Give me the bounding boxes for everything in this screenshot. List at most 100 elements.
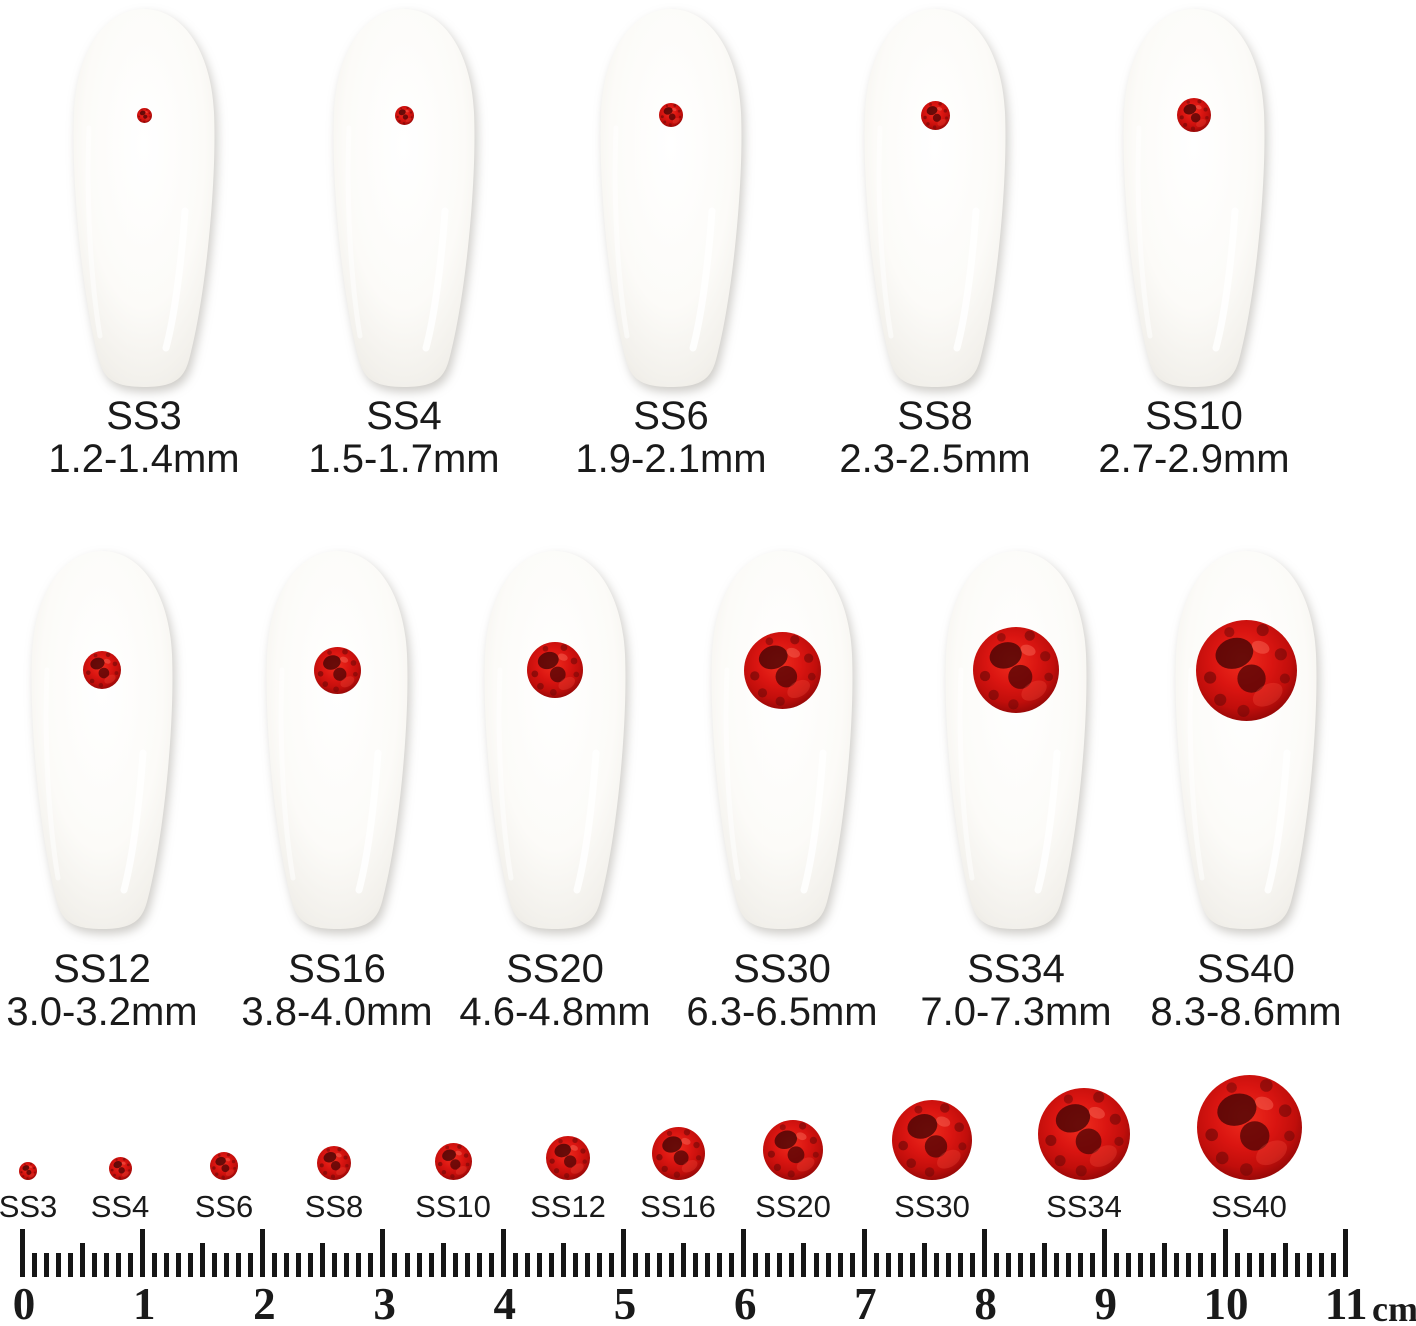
scale-rhinestone-icon [651,1127,705,1180]
ruler-tick [548,1253,554,1277]
ruler-tick [536,1253,542,1277]
nail-sample-card: SS10 2.7-2.9mm [1098,6,1290,481]
rhinestone-icon [394,105,414,125]
size-code-label: SS20 [506,947,604,991]
ruler-tick [1006,1253,1011,1277]
nail-sample-card: SS40 8.3-8.6mm [1150,548,1342,1034]
ruler-tick [1162,1243,1168,1277]
ruler-tick [705,1253,711,1277]
size-code-label: SS34 [967,947,1065,991]
ruler-tick [392,1253,398,1277]
ruler-tick [1330,1253,1336,1277]
nail-sample-card: SS3 1.2-1.4mm [48,6,240,481]
ruler-tick [163,1253,169,1277]
ruler-tick [681,1243,687,1277]
scale-rhinestone-icon [108,1157,132,1180]
ruler-tick [416,1253,422,1277]
scale-rhinestone-icon [546,1136,590,1180]
ruler-tick [67,1253,73,1277]
scale-size-label: SS4 [90,1189,150,1224]
size-code-label: SS16 [288,947,386,991]
size-code-label: SS10 [1145,394,1243,438]
ruler-tick [404,1253,410,1277]
scale-size-label: SS30 [894,1189,970,1224]
ruler-tick [308,1253,314,1277]
ruler-number: 8 [974,1279,997,1326]
ruler-tick [645,1253,651,1277]
size-code-label: SS6 [633,394,709,438]
ruler-tick [849,1253,855,1277]
nail-sample-card: SS30 6.3-6.5mm [686,548,878,1034]
rhinestone-icon [1177,98,1211,132]
ruler-tick [572,1253,578,1277]
ruler-tick [1342,1229,1348,1277]
nail-tip-graphic [324,6,484,391]
ruler-tick [765,1253,771,1277]
ruler-tick [741,1229,747,1277]
ruler-tick [440,1243,446,1277]
size-code-label: SS8 [897,394,973,438]
nail-sample-card: SS12 3.0-3.2mm [6,548,198,1034]
ruler-tick [621,1229,626,1277]
ruler-tick [55,1253,61,1277]
size-range-label: 1.2-1.4mm [48,437,240,481]
nail-sample-card: SS8 2.3-2.5mm [839,6,1031,481]
size-range-label: 8.3-8.6mm [1150,990,1342,1034]
ruler-tick [609,1253,614,1277]
size-range-label: 4.6-4.8mm [459,990,651,1034]
ruler-tick [151,1253,157,1277]
ruler-tick [717,1253,723,1277]
nail-size-label: SS30 6.3-6.5mm [622,948,942,1034]
ruler-tick [1294,1253,1300,1277]
nail-sample-card: SS6 1.9-2.1mm [575,6,767,481]
ruler-tick [1114,1253,1120,1277]
ruler-tick [1258,1253,1264,1277]
scale-rhinestone-icon [434,1143,472,1180]
ruler-tick [248,1253,254,1277]
nail-tip-graphic [1114,6,1274,391]
ruler-tick [175,1253,181,1277]
scale-rhinestone-icon [210,1152,238,1180]
ruler-unit-label: cm [1372,1289,1416,1326]
ruler-tick [187,1253,193,1277]
size-range-label: 7.0-7.3mm [920,990,1112,1034]
ruler-tick [272,1253,278,1277]
ruler-tick [1234,1253,1240,1277]
ruler-tick [224,1253,229,1277]
ruler-tick [524,1253,530,1277]
ruler-tick [693,1253,699,1277]
nail-tip-graphic [936,548,1096,933]
rhinestone-icon [973,627,1059,713]
ruler-tick [356,1253,362,1277]
nail-tip-graphic [475,548,635,933]
ruler-number: 11 [1324,1279,1368,1326]
ruler-tick [512,1253,518,1277]
scale-rhinestone-icon [19,1162,37,1180]
ruler-tick [428,1253,434,1277]
ruler-tick [584,1253,590,1277]
ruler-tick [813,1253,819,1277]
nail-tip-graphic [1166,548,1326,933]
ruler-tick [1198,1253,1204,1277]
ruler-number: 3 [373,1279,396,1326]
nail-size-label: SS8 2.3-2.5mm [775,395,1095,481]
ruler-tick [789,1253,795,1277]
ruler-tick [320,1243,326,1277]
nail-tip-graphic [64,6,224,391]
nail-size-label: SS10 2.7-2.9mm [1034,395,1354,481]
scale-size-label: SS20 [755,1189,831,1224]
scale-size-label: SS40 [1211,1189,1287,1224]
ruler-tick [1066,1253,1072,1277]
nail-sample-card: SS4 1.5-1.7mm [308,6,500,481]
size-range-label: 3.8-4.0mm [241,990,433,1034]
ruler-tick [1030,1253,1035,1277]
ruler-tick [909,1253,915,1277]
ruler-number: 1 [132,1279,156,1326]
ruler-tick [1270,1253,1276,1277]
ruler-tick [969,1253,975,1277]
ruler-tick [380,1229,386,1277]
scale-size-label: SS3 [0,1189,58,1224]
ruler-number: 5 [613,1279,637,1326]
scale-rhinestone-icon [317,1146,351,1180]
ruler-tick [236,1253,241,1277]
